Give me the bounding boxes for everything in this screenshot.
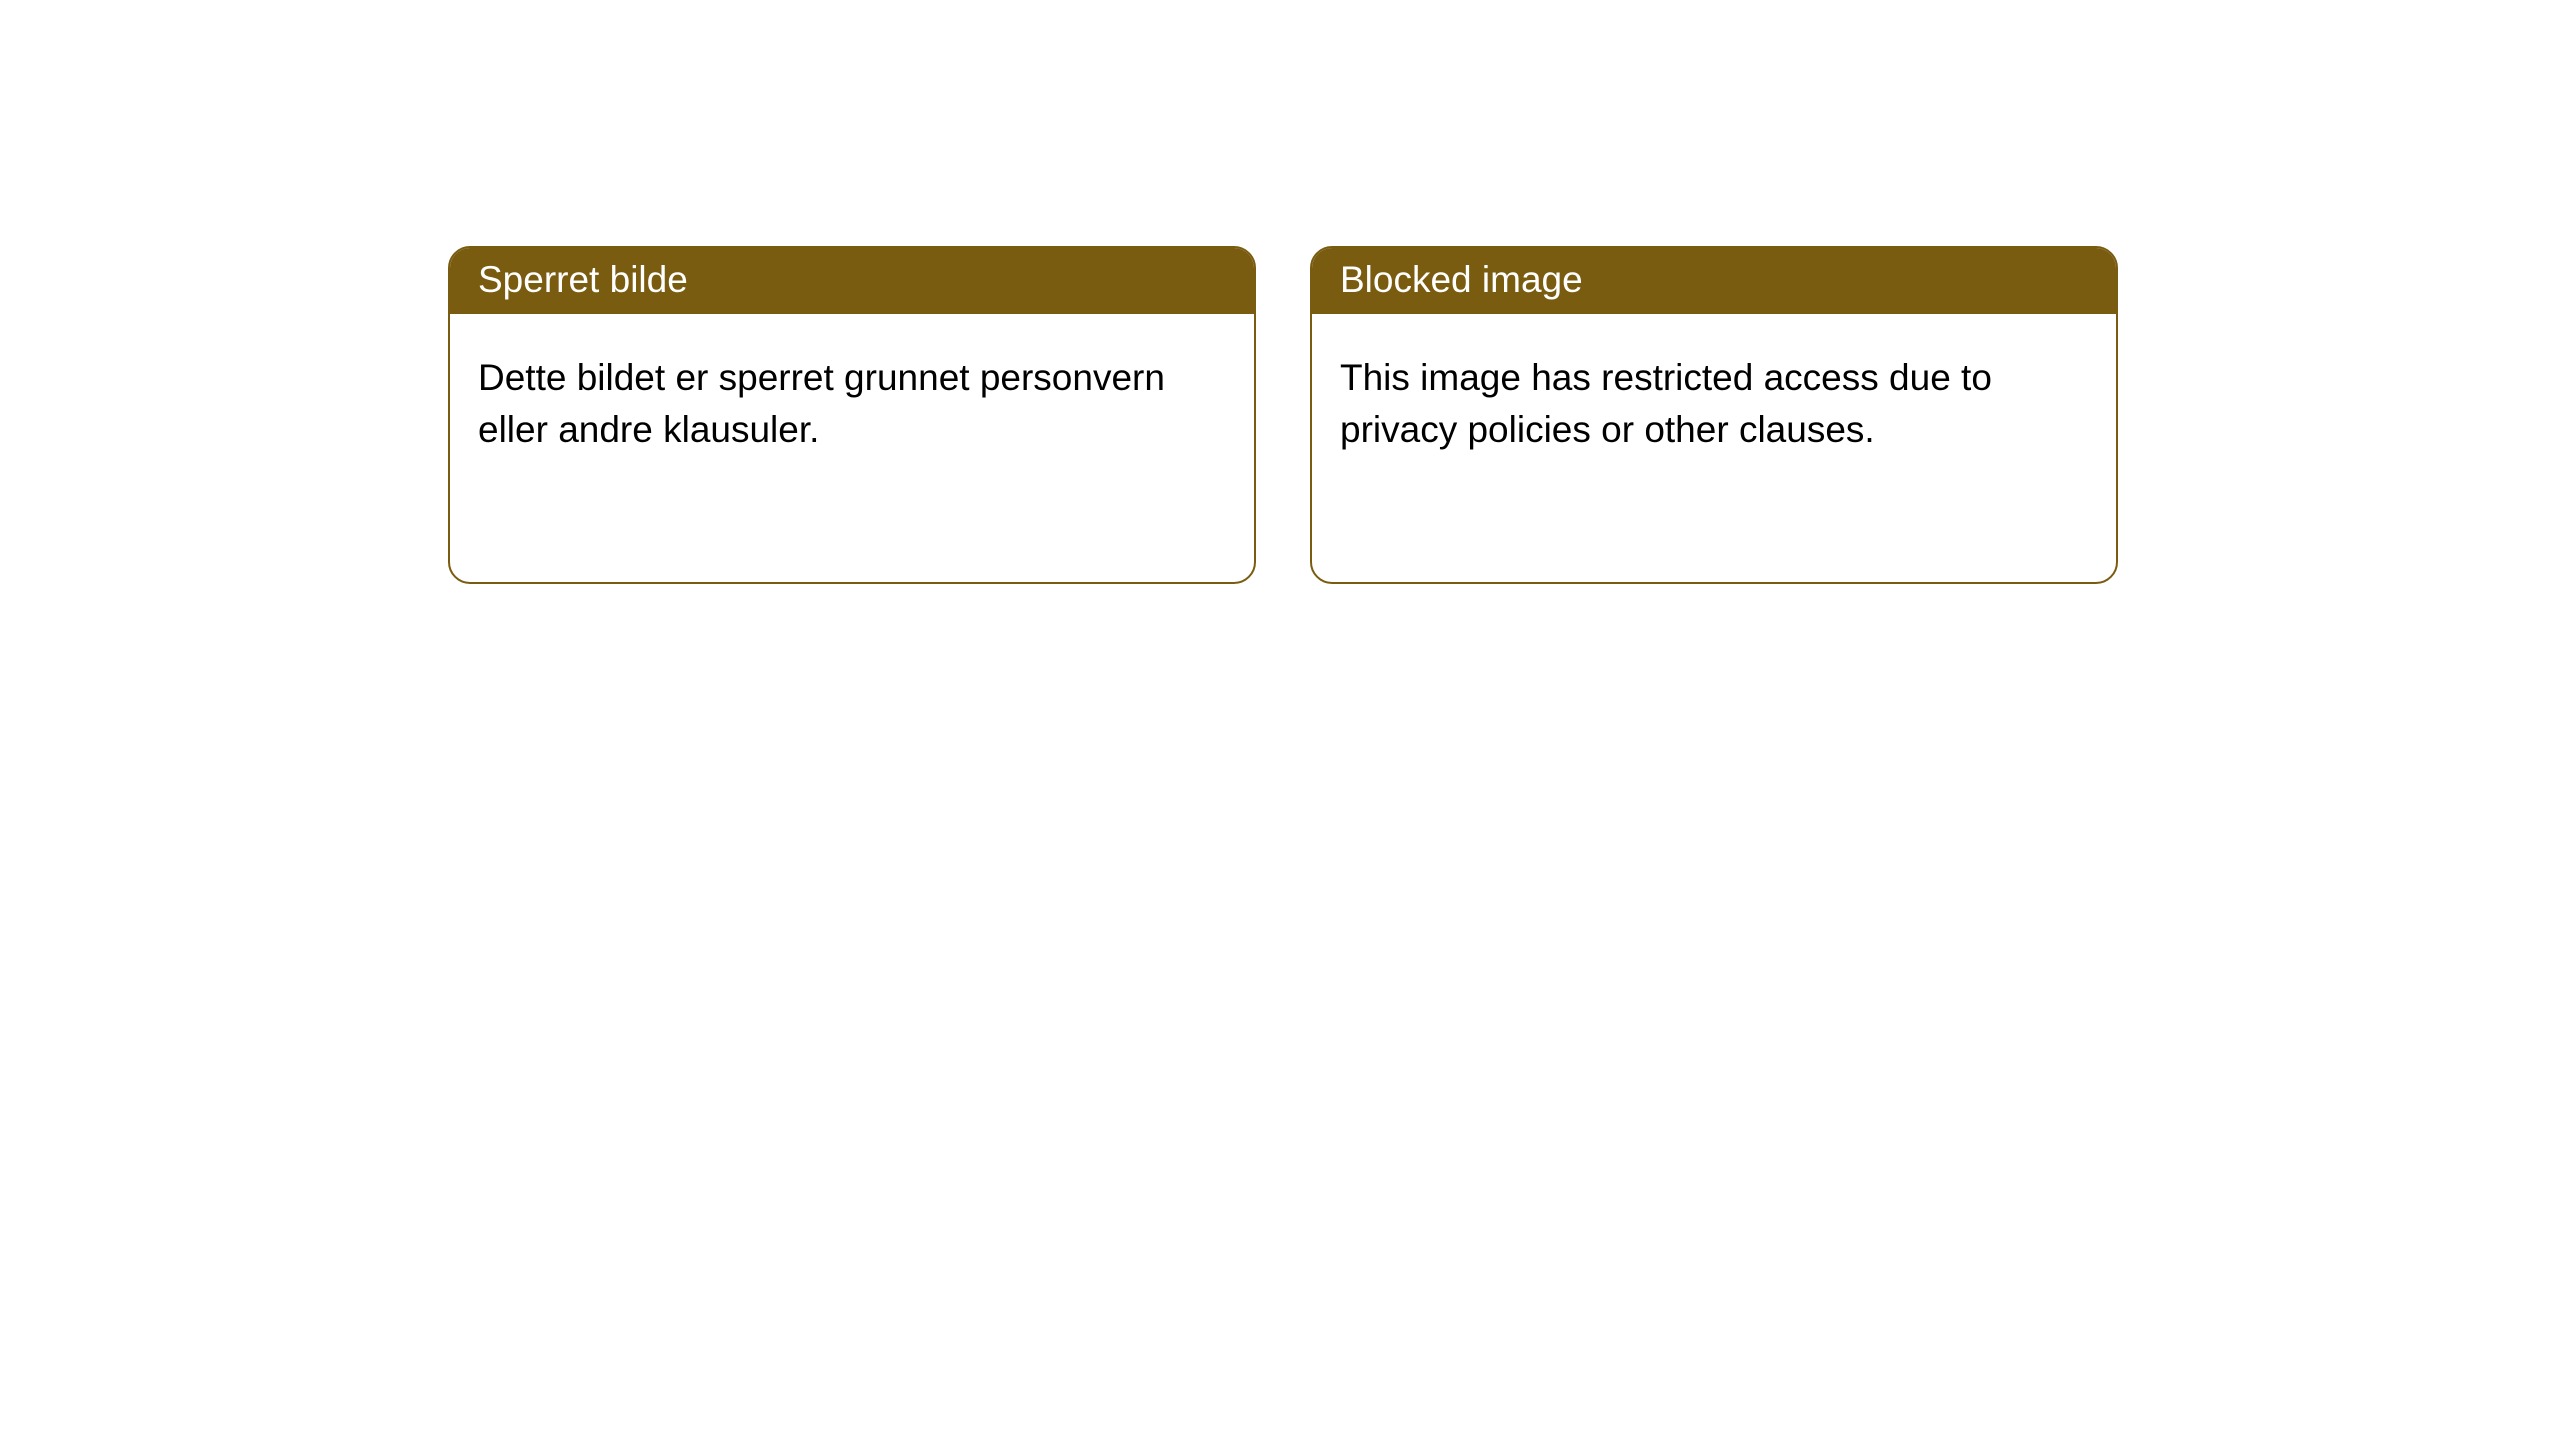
notice-body: This image has restricted access due to … — [1312, 314, 2116, 484]
notice-card-norwegian: Sperret bilde Dette bildet er sperret gr… — [448, 246, 1256, 584]
notice-body: Dette bildet er sperret grunnet personve… — [450, 314, 1254, 484]
notice-title: Sperret bilde — [450, 248, 1254, 314]
notice-title: Blocked image — [1312, 248, 2116, 314]
notice-container: Sperret bilde Dette bildet er sperret gr… — [0, 0, 2560, 584]
notice-card-english: Blocked image This image has restricted … — [1310, 246, 2118, 584]
